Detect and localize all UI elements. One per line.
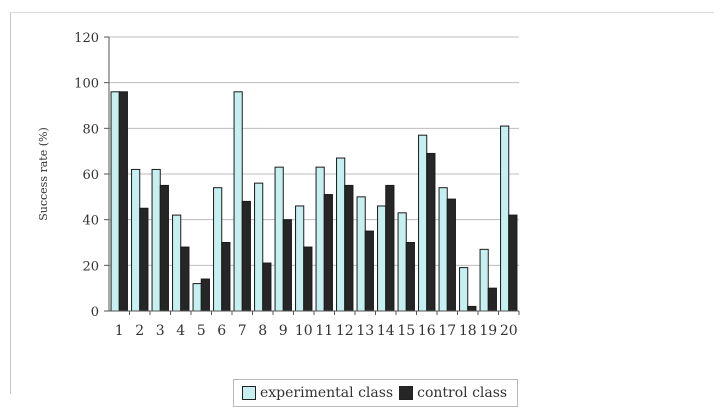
x-tick-label-13: 13 — [356, 323, 374, 339]
y-tick-label-20: 20 — [82, 259, 99, 274]
bar-control-7 — [241, 200, 251, 312]
bar-experimental-16 — [418, 134, 428, 312]
bar-control-1 — [118, 91, 128, 312]
bar-control-14 — [385, 184, 395, 312]
x-tick-label-2: 2 — [135, 323, 144, 339]
y-tick-label-80: 80 — [82, 122, 99, 137]
legend-item-experimental: experimental class — [242, 385, 393, 401]
bar-control-13 — [364, 230, 374, 312]
y-tick-label-0: 0 — [91, 305, 99, 320]
x-tick-label-20: 20 — [500, 323, 518, 339]
bar-experimental-5 — [192, 283, 202, 312]
legend-label-experimental: experimental class — [260, 385, 394, 401]
y-tick-labels: 0 20 40 60 80 100 120 — [74, 31, 99, 320]
chart-legend: experimental class control class — [233, 379, 519, 407]
bar-experimental-19 — [479, 248, 489, 312]
x-tick-label-15: 15 — [397, 323, 415, 339]
bar-experimental-17 — [438, 187, 448, 312]
bar-experimental-11 — [315, 166, 325, 312]
x-tick-label-10: 10 — [295, 323, 313, 339]
x-tick-label-11: 11 — [315, 323, 333, 339]
bar-experimental-8 — [254, 182, 264, 312]
x-tick-label-9: 9 — [279, 323, 288, 339]
bar-control-11 — [323, 194, 333, 312]
bar-control-15 — [405, 242, 415, 312]
bar-control-3 — [159, 184, 169, 312]
legend-label-control: control class — [417, 385, 508, 401]
bar-experimental-9 — [274, 166, 284, 312]
x-tick-label-6: 6 — [217, 323, 226, 339]
bar-experimental-20 — [500, 125, 510, 312]
y-axis-label: Success rate (%) — [37, 127, 50, 221]
bars — [110, 91, 518, 312]
legend-item-control: control class — [399, 385, 507, 401]
y-tick-label-100: 100 — [74, 77, 99, 92]
x-tick-label-19: 19 — [479, 323, 497, 339]
x-tick-label-14: 14 — [377, 323, 395, 339]
x-tick-label-7: 7 — [238, 323, 247, 339]
bar-control-9 — [282, 219, 292, 312]
x-tick-label-4: 4 — [176, 323, 185, 339]
bar-control-18 — [467, 305, 477, 312]
bar-control-5 — [200, 278, 210, 312]
y-tick-label-60: 60 — [82, 168, 99, 183]
bar-experimental-10 — [295, 205, 305, 312]
x-tick-label-18: 18 — [459, 323, 477, 339]
bar-experimental-6 — [213, 187, 223, 312]
bar-control-4 — [180, 246, 190, 312]
legend-swatch-control — [399, 386, 414, 400]
bar-control-19 — [487, 287, 497, 312]
bar-experimental-18 — [459, 267, 469, 312]
x-tick-label-17: 17 — [438, 323, 456, 339]
legend-swatch-experimental — [242, 386, 256, 400]
bar-experimental-3 — [151, 168, 161, 312]
bar-experimental-7 — [233, 91, 243, 312]
bar-control-17 — [446, 198, 456, 312]
bar-control-20 — [508, 214, 518, 312]
x-tick-label-1: 1 — [115, 323, 124, 339]
bar-experimental-4 — [172, 214, 182, 312]
bar-control-8 — [262, 262, 272, 312]
bar-experimental-14 — [377, 205, 387, 312]
y-tick-label-120: 120 — [74, 31, 99, 46]
bar-experimental-13 — [356, 196, 366, 312]
x-tick-label-3: 3 — [156, 323, 165, 339]
chart-frame: 0 20 40 60 80 100 120 1 2 3 4 5 6 7 8 9 10 11 12 13 14 15 16 1… — [10, 12, 714, 407]
x-tick-label-5: 5 — [197, 323, 206, 339]
x-tick-label-8: 8 — [258, 323, 267, 339]
bar-control-6 — [221, 242, 231, 312]
y-tick-label-40: 40 — [82, 214, 99, 229]
bar-control-16 — [426, 152, 436, 312]
bar-control-10 — [303, 246, 313, 312]
bar-control-2 — [139, 207, 149, 312]
bar-control-12 — [344, 184, 354, 312]
x-tick-label-16: 16 — [418, 323, 436, 339]
bar-experimental-1 — [110, 91, 120, 312]
bar-experimental-12 — [336, 157, 346, 312]
bar-experimental-2 — [131, 168, 141, 312]
bar-experimental-15 — [397, 212, 407, 312]
x-tick-labels: 1 2 3 4 5 6 7 8 9 10 11 12 13 14 15 16 17 18 19 20 — [115, 311, 520, 339]
x-tick-label-12: 12 — [336, 323, 354, 339]
